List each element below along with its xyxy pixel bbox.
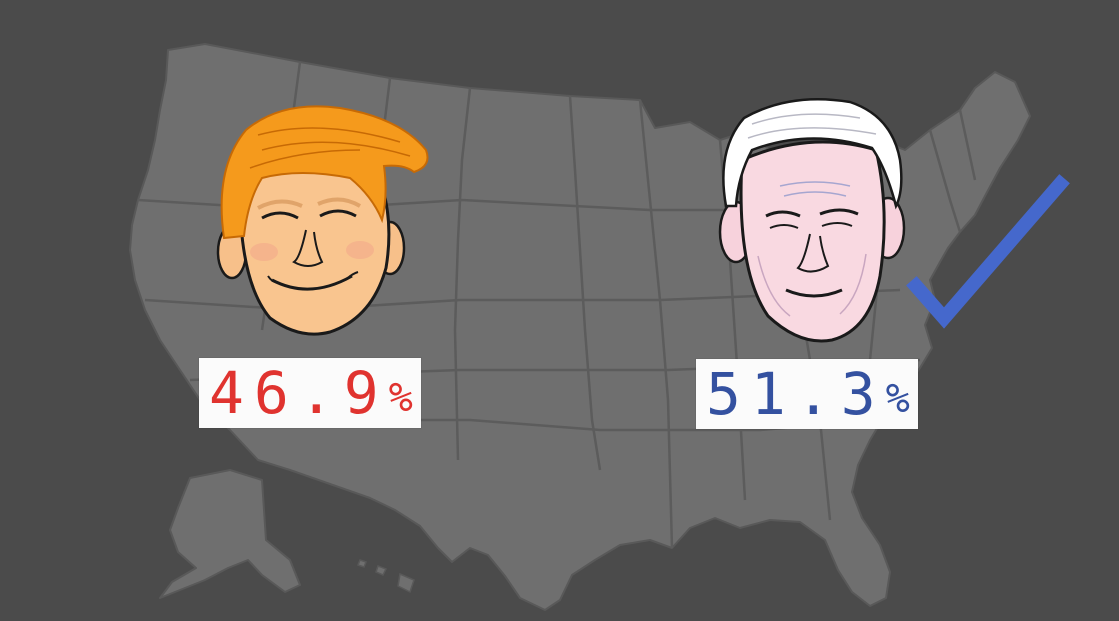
left-percent-sign: % (388, 375, 413, 421)
left-vote-share-value: 46.9 (209, 359, 389, 427)
right-vote-share-label: 51.3% (696, 359, 918, 429)
right-vote-share-value: 51.3 (706, 360, 886, 428)
alaska-shape (159, 469, 301, 599)
hawaii-shape (357, 559, 415, 594)
white-haired-candidate-caricature (718, 97, 906, 343)
right-percent-sign: % (885, 376, 910, 422)
orange-haired-candidate-caricature (216, 105, 429, 336)
left-vote-share-label: 46.9% (199, 358, 421, 428)
